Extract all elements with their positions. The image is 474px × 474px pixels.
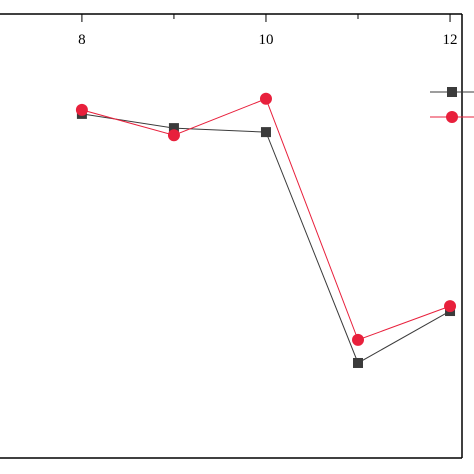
x-tick-label: 8: [78, 32, 86, 48]
marker: [75, 103, 88, 116]
x-tick-label: 10: [258, 32, 273, 48]
legend-marker: [446, 111, 458, 123]
marker: [353, 357, 364, 368]
marker: [444, 300, 457, 313]
marker: [168, 123, 179, 134]
marker: [260, 127, 271, 138]
marker: [259, 92, 272, 105]
x-tick-label: 12: [443, 32, 458, 48]
marker: [167, 129, 180, 142]
marker: [352, 333, 365, 346]
legend-marker: [447, 87, 457, 97]
series-line: [81, 113, 451, 364]
